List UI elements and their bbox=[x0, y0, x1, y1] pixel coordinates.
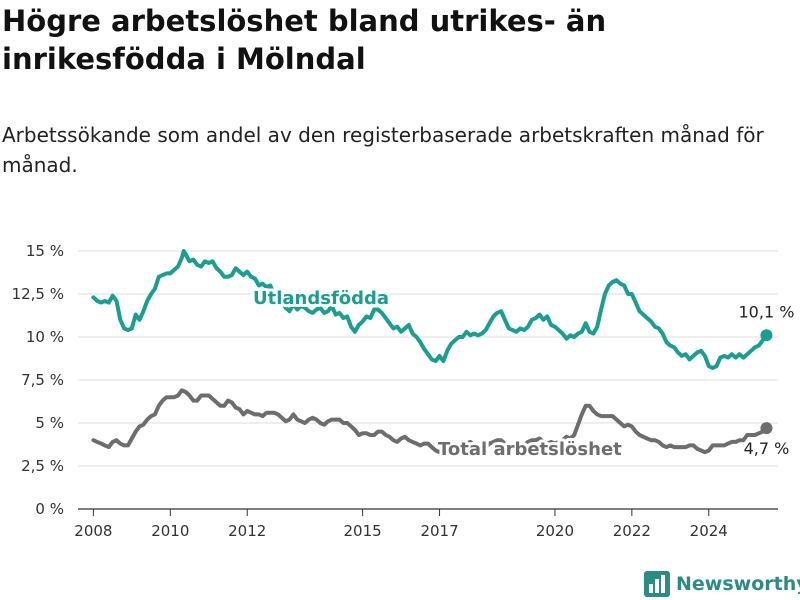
x-tick-label: 2010 bbox=[151, 522, 189, 540]
y-tick-label: 12,5 % bbox=[12, 285, 64, 303]
brand-logo[interactable]: Newsworthy bbox=[644, 570, 800, 598]
end-value-label-utlandsfodda: 10,1 % bbox=[739, 302, 795, 321]
series-line-utlandsfodda bbox=[91, 249, 769, 370]
y-tick-label: 2,5 % bbox=[21, 457, 64, 475]
x-tick-label: 2012 bbox=[228, 522, 266, 540]
y-tick-label: 15 % bbox=[26, 242, 64, 260]
x-tick-label: 2015 bbox=[344, 522, 382, 540]
series-label-utlandsfodda-halo: Utlandsfödda bbox=[253, 288, 389, 309]
endpoint-total bbox=[760, 422, 773, 435]
page-title: Högre arbetslöshet bland utrikes- än inr… bbox=[2, 4, 607, 76]
x-tick-label: 2024 bbox=[690, 522, 728, 540]
chart-grid bbox=[78, 250, 778, 510]
x-axis: 2008 2010 2012 2015 2017 2020 2022 2024 bbox=[74, 509, 728, 540]
bar-chart-logo-icon bbox=[644, 571, 670, 597]
y-tick-label: 5 % bbox=[35, 414, 64, 432]
y-tick-label: 0 % bbox=[35, 500, 64, 518]
chart-series bbox=[91, 249, 773, 455]
y-tick-label: 7,5 % bbox=[21, 371, 64, 389]
series-label-total-halo: Total arbetslöshet bbox=[438, 439, 622, 460]
series-line-total bbox=[91, 388, 769, 455]
page-subtitle: Arbetssökande som andel av den registerb… bbox=[2, 123, 764, 177]
y-tick-label: 10 % bbox=[26, 328, 64, 346]
brand-name: Newsworthy bbox=[676, 573, 800, 595]
y-axis: 0 % 2,5 % 5 % 7,5 % 10 % 12,5 % 15 % bbox=[12, 242, 64, 518]
x-tick-label: 2008 bbox=[74, 522, 112, 540]
series-label-utlandsfodda: Utlandsfödda bbox=[253, 288, 389, 309]
x-tick-label: 2022 bbox=[613, 522, 651, 540]
endpoint-utlandsfodda bbox=[760, 329, 773, 342]
end-value-label-total: 4,7 % bbox=[744, 439, 790, 458]
x-tick-label: 2020 bbox=[536, 522, 574, 540]
series-label-total: Total arbetslöshet bbox=[438, 439, 622, 460]
x-tick-label: 2017 bbox=[420, 522, 458, 540]
